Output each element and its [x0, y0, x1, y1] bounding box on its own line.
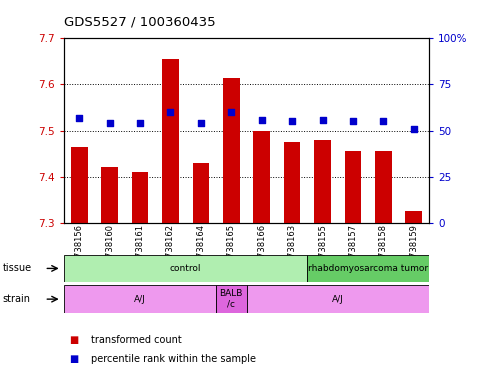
Text: transformed count: transformed count: [91, 335, 182, 345]
Point: [349, 118, 357, 124]
Point: [410, 126, 418, 132]
Bar: [345, 151, 361, 223]
Point: [258, 116, 266, 122]
Bar: [64, 255, 307, 282]
Point: [167, 109, 175, 115]
Point: [136, 120, 144, 126]
Point: [75, 114, 83, 121]
Bar: [223, 78, 240, 223]
Bar: [216, 285, 246, 313]
Point: [197, 120, 205, 126]
Bar: [64, 285, 216, 313]
Text: control: control: [170, 264, 202, 273]
Text: percentile rank within the sample: percentile rank within the sample: [91, 354, 256, 364]
Text: ■: ■: [69, 335, 78, 345]
Bar: [162, 59, 179, 223]
Text: GDS5527 / 100360435: GDS5527 / 100360435: [64, 15, 216, 28]
Bar: [253, 131, 270, 223]
Text: ■: ■: [69, 354, 78, 364]
Point: [106, 120, 113, 126]
Text: A/J: A/J: [134, 295, 146, 304]
Text: tissue: tissue: [2, 263, 32, 273]
Bar: [246, 285, 429, 313]
Bar: [307, 255, 429, 282]
Text: rhabdomyosarcoma tumor: rhabdomyosarcoma tumor: [308, 264, 428, 273]
Bar: [132, 172, 148, 223]
Bar: [284, 142, 300, 223]
Text: A/J: A/J: [332, 295, 344, 304]
Bar: [193, 163, 209, 223]
Point: [380, 118, 387, 124]
Point: [288, 118, 296, 124]
Bar: [405, 211, 422, 223]
Bar: [102, 167, 118, 223]
Bar: [375, 151, 391, 223]
Bar: [71, 147, 88, 223]
Text: strain: strain: [2, 294, 31, 304]
Text: BALB
/c: BALB /c: [219, 290, 243, 309]
Point: [318, 116, 326, 122]
Bar: [314, 140, 331, 223]
Point: [227, 109, 235, 115]
